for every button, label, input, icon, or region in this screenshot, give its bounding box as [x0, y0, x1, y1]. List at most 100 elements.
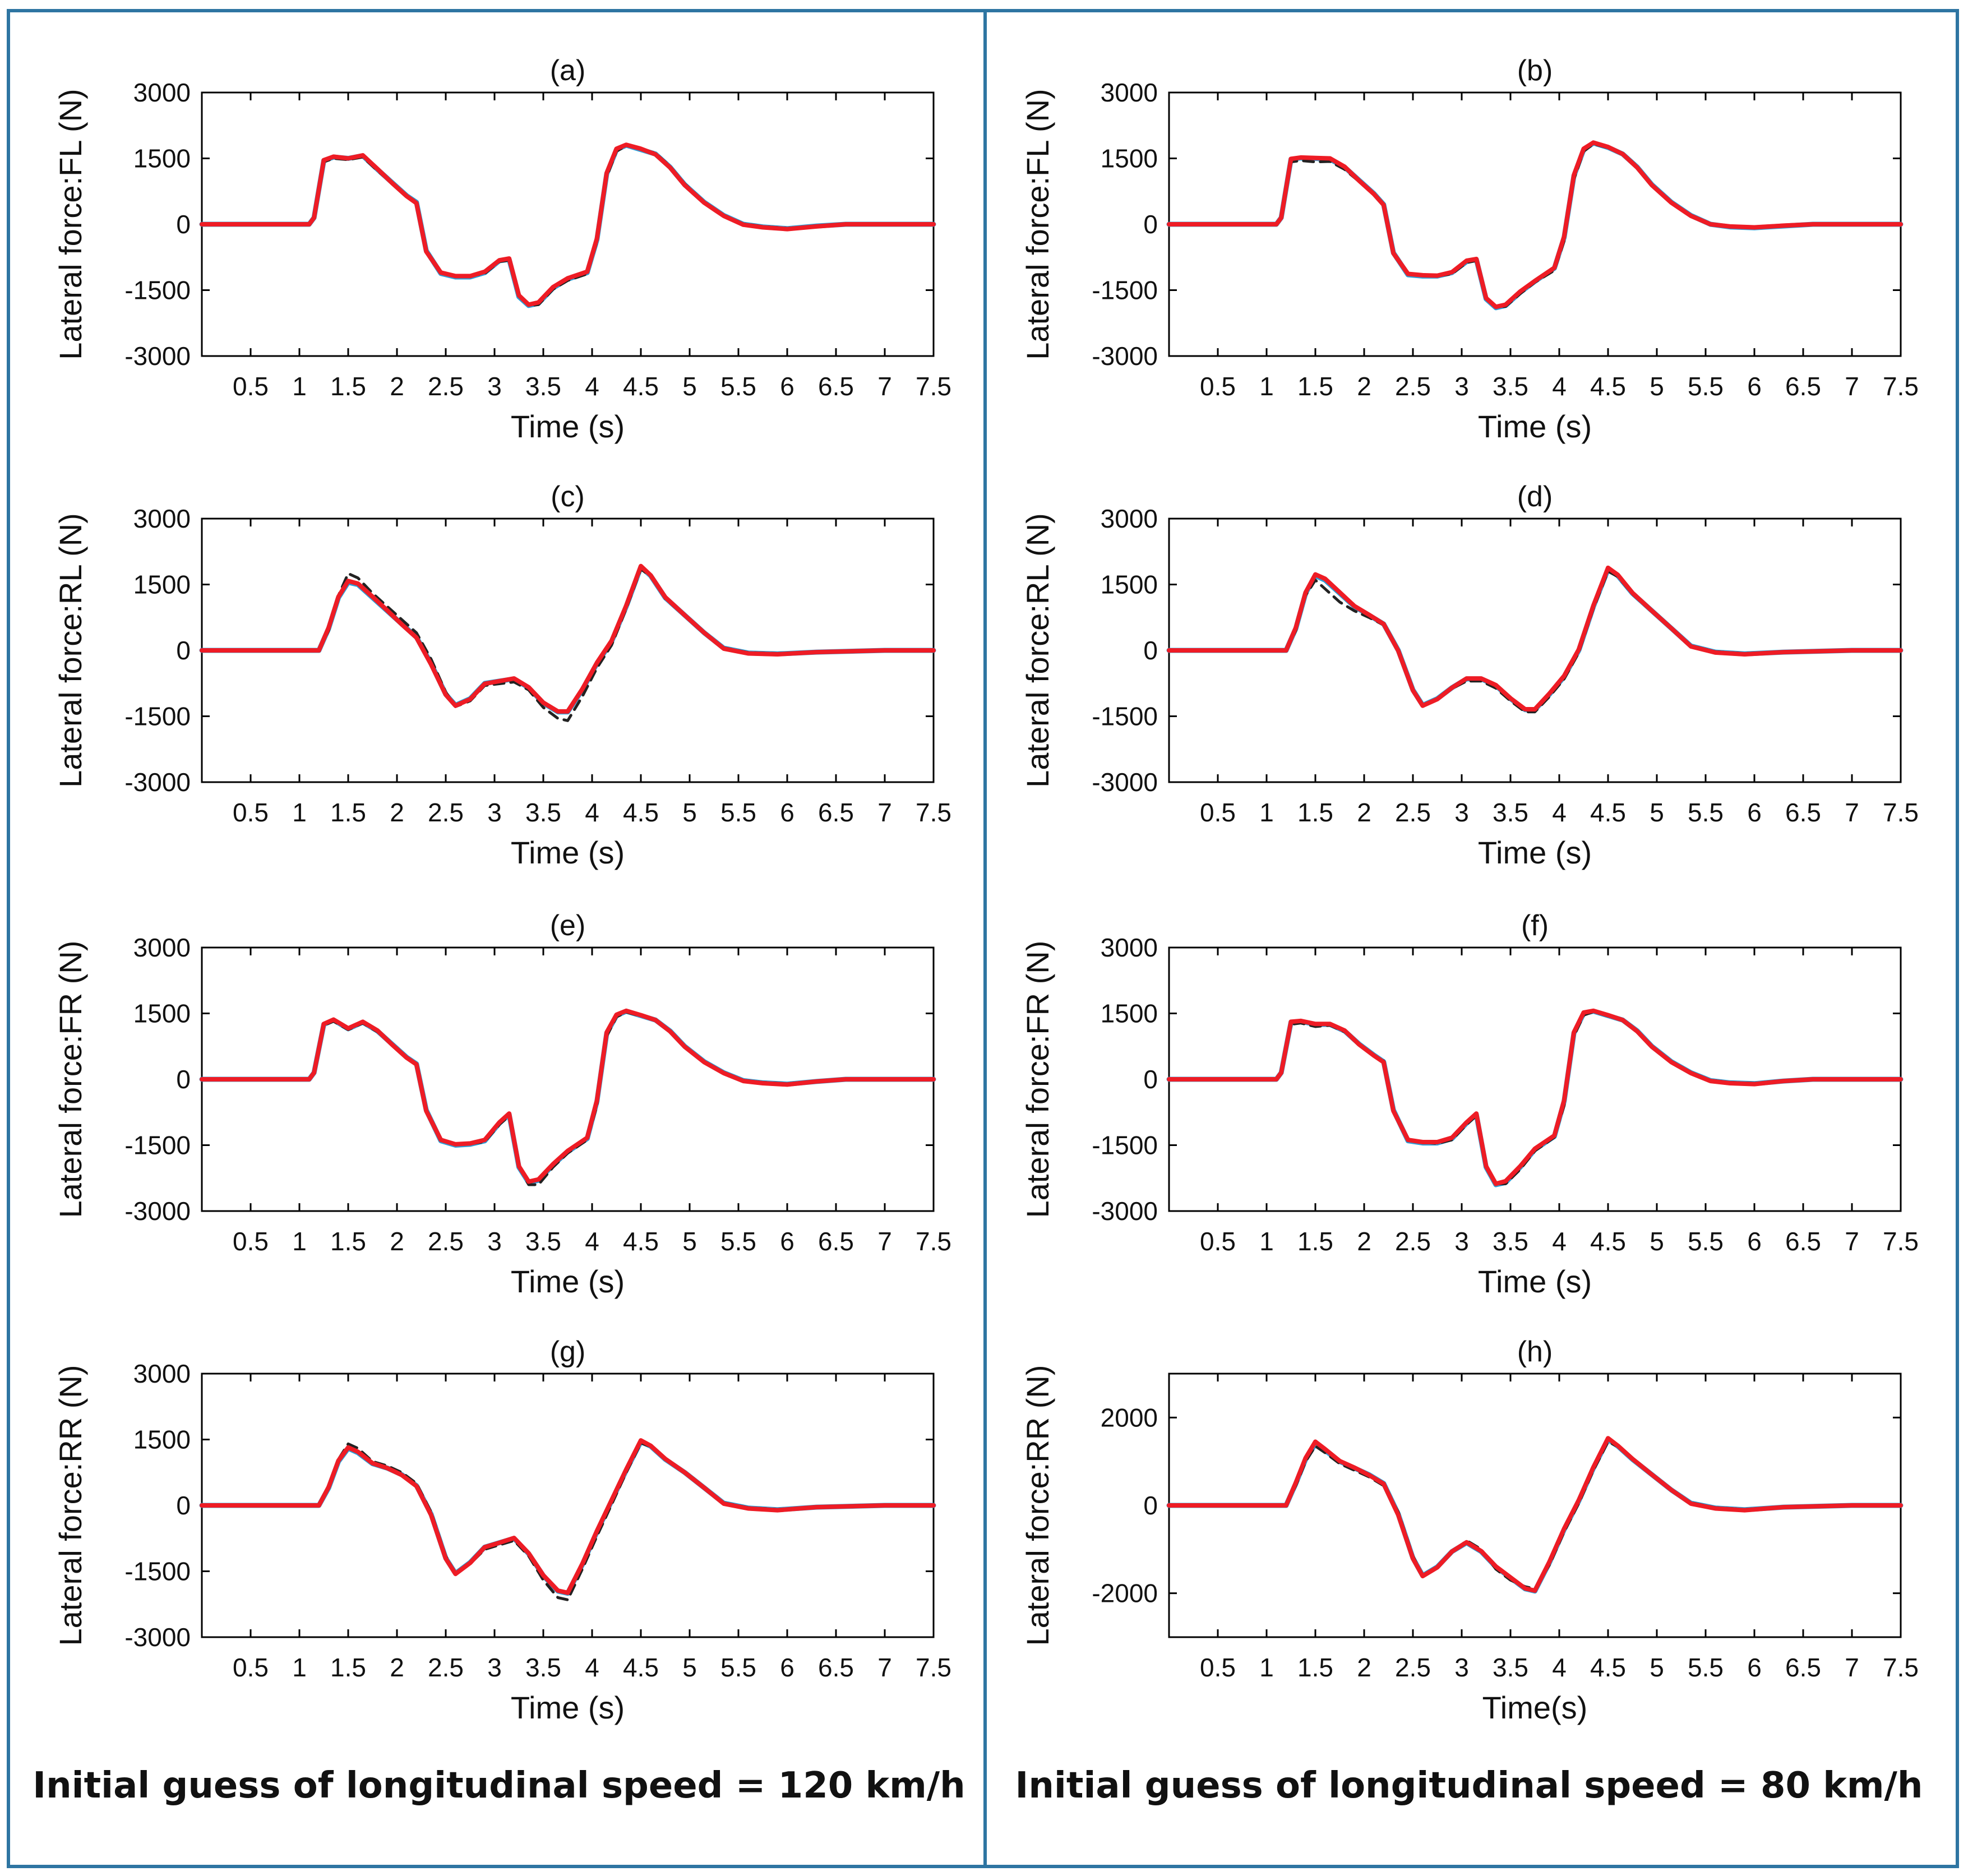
x-tick-label: 2.5 [428, 372, 464, 401]
x-tick-label: 3 [487, 1653, 502, 1682]
x-tick-label: 1 [1259, 1653, 1274, 1682]
x-tick-label: 0.5 [1200, 1653, 1236, 1682]
x-tick-label: 3 [1454, 1653, 1469, 1682]
x-tick-label: 5.5 [1688, 372, 1724, 401]
x-tick-label: 6 [1747, 798, 1762, 827]
x-tick-label: 5 [682, 1653, 697, 1682]
x-tick-label: 2.5 [1395, 798, 1431, 827]
y-tick-label: -3000 [124, 1623, 191, 1652]
y-tick-label: 3000 [133, 1359, 191, 1388]
y-tick-label: -1500 [124, 1131, 191, 1160]
y-axis-label: Lateral force:RL (N) [53, 513, 88, 788]
x-tick-label: 3.5 [525, 1227, 561, 1256]
x-tick-label: 6 [780, 1653, 794, 1682]
y-tick-label: -3000 [1092, 1196, 1158, 1226]
x-tick-label: 7.5 [916, 1653, 951, 1682]
x-tick-label: 1.5 [330, 1653, 366, 1682]
x-tick-label: 1 [292, 1227, 307, 1256]
x-tick-label: 3.5 [525, 372, 561, 401]
x-tick-label: 7 [877, 798, 892, 827]
x-tick-label: 2 [1357, 798, 1371, 827]
x-tick-label: 4.5 [1590, 372, 1626, 401]
x-tick-label: 3.5 [525, 798, 561, 827]
panel-a: 3000 1500 0 -1500 -3000 0.5 1 1.5 2 2.5 3 3.5 4 4.5 5 5… [53, 54, 951, 444]
x-tick-label: 6.5 [1785, 1653, 1821, 1682]
x-tick-label: 1 [1259, 1227, 1274, 1256]
series-line-estimate [200, 142, 936, 307]
panel-title: (g) [550, 1336, 586, 1368]
x-tick-label: 5 [682, 1227, 697, 1256]
y-tick-label: -2000 [1092, 1579, 1158, 1608]
x-tick-label: 3 [1454, 372, 1469, 401]
x-tick-label: 5.5 [720, 372, 756, 401]
x-tick-label: 3.5 [1493, 372, 1528, 401]
y-tick-label: -1500 [124, 702, 191, 731]
x-axis-label: Time (s) [511, 1690, 625, 1725]
y-tick-label: 1500 [1101, 570, 1158, 599]
x-tick-label: 5 [1650, 1653, 1664, 1682]
x-tick-label: 2 [390, 1227, 404, 1256]
x-tick-label: 3.5 [1493, 798, 1528, 827]
x-tick-label: 3.5 [525, 1653, 561, 1682]
x-tick-label: 4.5 [623, 798, 659, 827]
x-axis-label: Time (s) [511, 1264, 625, 1299]
x-tick-label: 4 [1552, 1227, 1567, 1256]
x-tick-label: 0.5 [233, 1227, 269, 1256]
x-tick-label: 0.5 [233, 1653, 269, 1682]
y-tick-label: -1500 [1092, 1131, 1158, 1160]
x-tick-label: 1 [292, 372, 307, 401]
x-tick-label: 7 [877, 1227, 892, 1256]
x-tick-label: 4.5 [1590, 1227, 1626, 1256]
x-tick-label: 2.5 [428, 1653, 464, 1682]
x-axis-label: Time (s) [511, 409, 625, 444]
x-tick-label: 1 [292, 798, 307, 827]
y-tick-label: 0 [1143, 1491, 1158, 1520]
panel-title: (d) [1517, 480, 1553, 513]
y-tick-label: 3000 [133, 504, 191, 533]
x-tick-label: 4.5 [1590, 1653, 1626, 1682]
x-tick-label: 7 [1845, 372, 1859, 401]
x-tick-label: 1 [1259, 798, 1274, 827]
y-tick-label: -3000 [124, 341, 191, 371]
x-tick-label: 6.5 [1785, 798, 1821, 827]
y-tick-label: 1500 [133, 570, 191, 599]
x-tick-label: 1 [292, 1653, 307, 1682]
caption-right: Initial guess of longitudinal speed = 80… [1015, 1765, 1923, 1806]
y-tick-label: 0 [176, 210, 191, 239]
y-tick-label: 0 [1143, 210, 1158, 239]
panel-e: 3000 1500 0 -1500 -3000 0.5 1 1.5 2 2.5 3 3.5 4 4.5 5 5… [53, 909, 951, 1299]
x-tick-label: 3 [487, 1227, 502, 1256]
x-tick-label: 7.5 [916, 372, 951, 401]
x-tick-label: 5 [682, 372, 697, 401]
x-tick-label: 5.5 [1688, 1653, 1724, 1682]
y-tick-label: -3000 [124, 768, 191, 797]
x-tick-label: 4.5 [1590, 798, 1626, 827]
x-tick-label: 2 [390, 372, 404, 401]
series-line-estimate [200, 1438, 936, 1595]
x-tick-label: 1.5 [1297, 372, 1333, 401]
x-axis-label: Time(s) [1482, 1690, 1588, 1725]
x-tick-label: 3.5 [1493, 1653, 1528, 1682]
x-tick-label: 1.5 [1297, 1227, 1333, 1256]
x-tick-label: 6.5 [818, 1653, 854, 1682]
y-tick-label: 1500 [1101, 144, 1158, 173]
x-tick-label: 7.5 [1883, 372, 1919, 401]
x-tick-label: 7.5 [1883, 1227, 1919, 1256]
x-tick-label: 5.5 [720, 1227, 756, 1256]
x-tick-label: 4 [585, 372, 599, 401]
x-tick-label: 6.5 [1785, 372, 1821, 401]
x-tick-label: 2.5 [1395, 1653, 1431, 1682]
x-tick-label: 4 [1552, 798, 1567, 827]
x-tick-label: 1 [1259, 372, 1274, 401]
panel-h: 2000 0 -2000 0.5 1 1.5 2 2.5 3 3.5 4 4.5 5 5.5 6 6.5 7 7.… [1020, 1336, 1919, 1725]
series-line-estimate [1167, 1436, 1903, 1593]
x-tick-label: 6 [780, 372, 794, 401]
x-tick-label: 3 [487, 798, 502, 827]
x-tick-label: 3 [1454, 798, 1469, 827]
y-tick-label: -1500 [124, 1557, 191, 1586]
x-tick-label: 4 [585, 798, 599, 827]
y-tick-label: 1500 [133, 999, 191, 1028]
x-tick-label: 3.5 [1493, 1227, 1528, 1256]
x-tick-label: 5 [1650, 372, 1664, 401]
